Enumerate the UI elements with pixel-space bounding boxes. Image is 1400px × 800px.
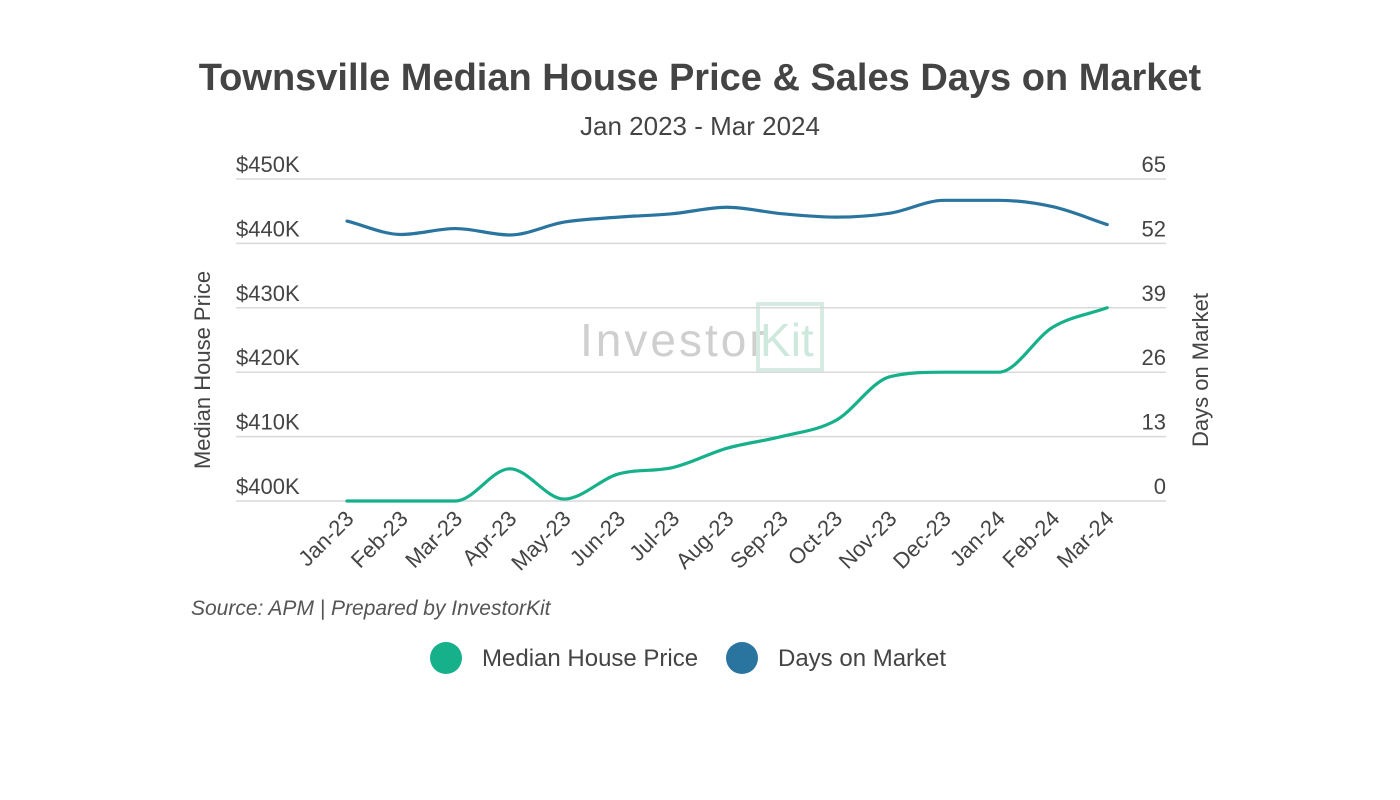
data-point-median-house-price <box>672 467 674 469</box>
x-tick-label: Nov-23 <box>834 506 902 574</box>
left-tick-label: $410K <box>236 410 300 435</box>
right-tick-label: 39 <box>1142 281 1166 306</box>
legend: Median House Price Days on Market <box>430 642 946 674</box>
x-axis-ticks: Jan-23Feb-23Mar-23Apr-23May-23Jun-23Jul-… <box>293 506 1118 576</box>
watermark-kit-letter: K <box>760 314 791 366</box>
watermark-kit: Kit <box>760 314 814 366</box>
data-point-days-on-market <box>618 216 619 218</box>
data-point-median-house-price <box>943 371 945 373</box>
data-point-median-house-price <box>726 447 728 449</box>
x-tick-label: Feb-23 <box>346 506 413 573</box>
x-tick-label: Aug-23 <box>671 506 739 574</box>
data-point-days-on-market <box>998 199 1000 201</box>
right-tick-label: 26 <box>1142 345 1166 370</box>
legend-marker-median-house-price <box>430 642 462 674</box>
data-point-days-on-market <box>1052 206 1054 208</box>
data-point-median-house-price <box>1052 326 1054 328</box>
data-point-days-on-market <box>563 221 565 223</box>
chart-subtitle: Jan 2023 - Mar 2024 <box>580 111 820 141</box>
right-axis-title: Days on Market <box>1188 293 1213 447</box>
data-point-median-house-price <box>509 468 511 470</box>
left-axis-title: Median House Price <box>190 271 215 469</box>
data-point-median-house-price <box>563 498 565 500</box>
series-lines <box>345 198 1109 503</box>
watermark-box <box>756 302 824 372</box>
x-tick-label: Feb-24 <box>997 506 1064 573</box>
data-point-median-house-price <box>835 420 837 421</box>
data-point-days-on-market <box>455 228 457 230</box>
x-tick-label: May-23 <box>506 506 576 576</box>
x-tick-label: Jun-23 <box>565 506 630 571</box>
legend-label-median-house-price: Median House Price <box>482 645 698 672</box>
left-tick-label: $400K <box>236 474 300 499</box>
data-point-days-on-market <box>780 213 782 215</box>
legend-marker-days-on-market <box>726 642 758 674</box>
right-tick-label: 52 <box>1142 216 1166 241</box>
x-tick-label: Dec-23 <box>888 506 956 574</box>
x-tick-label: Mar-23 <box>400 506 467 573</box>
data-point-days-on-market <box>400 233 402 235</box>
right-tick-label: 65 <box>1142 152 1166 177</box>
left-tick-label: $430K <box>236 281 300 306</box>
data-point-days-on-market <box>889 212 891 214</box>
right-axis-ticks: 0 13 26 39 52 65 <box>1142 152 1166 499</box>
x-tick-label: Sep-23 <box>725 506 793 574</box>
data-point-median-house-price <box>1106 307 1108 309</box>
gridlines <box>236 178 1166 502</box>
data-point-median-house-price <box>618 473 619 475</box>
data-point-days-on-market <box>726 206 728 208</box>
right-tick-label: 13 <box>1142 410 1166 435</box>
series-line-days-on-market <box>345 198 1109 237</box>
data-point-days-on-market <box>672 213 674 215</box>
chart-title: Townsville Median House Price & Sales Da… <box>199 57 1202 99</box>
watermark-kit-rest: it <box>791 314 814 366</box>
x-tick-label: Jan-23 <box>293 506 358 571</box>
legend-label-days-on-market: Days on Market <box>778 645 946 672</box>
left-axis-ticks: $400K $410K $420K $430K $440K $450K <box>236 152 300 499</box>
data-point-days-on-market <box>509 234 511 236</box>
watermark-word: Investor <box>580 314 768 366</box>
data-point-median-house-price <box>400 500 402 502</box>
data-point-days-on-market <box>943 199 945 201</box>
data-point-median-house-price <box>346 500 348 502</box>
data-point-median-house-price <box>998 371 1000 373</box>
data-point-median-house-price <box>455 500 457 502</box>
left-tick-label: $450K <box>236 152 300 177</box>
left-tick-label: $420K <box>236 345 300 370</box>
data-point-median-house-price <box>780 436 782 438</box>
x-tick-label: Jan-24 <box>945 506 1010 571</box>
investorkit-watermark: Investor Kit <box>580 302 824 372</box>
source-note: Source: APM | Prepared by InvestorKit <box>191 597 552 620</box>
data-point-days-on-market <box>346 220 348 222</box>
data-point-days-on-market <box>1106 224 1108 226</box>
right-tick-label: 0 <box>1154 474 1166 499</box>
data-point-median-house-price <box>889 376 891 378</box>
data-point-days-on-market <box>835 216 837 218</box>
left-tick-label: $440K <box>236 216 300 241</box>
x-tick-label: Mar-24 <box>1052 506 1119 573</box>
